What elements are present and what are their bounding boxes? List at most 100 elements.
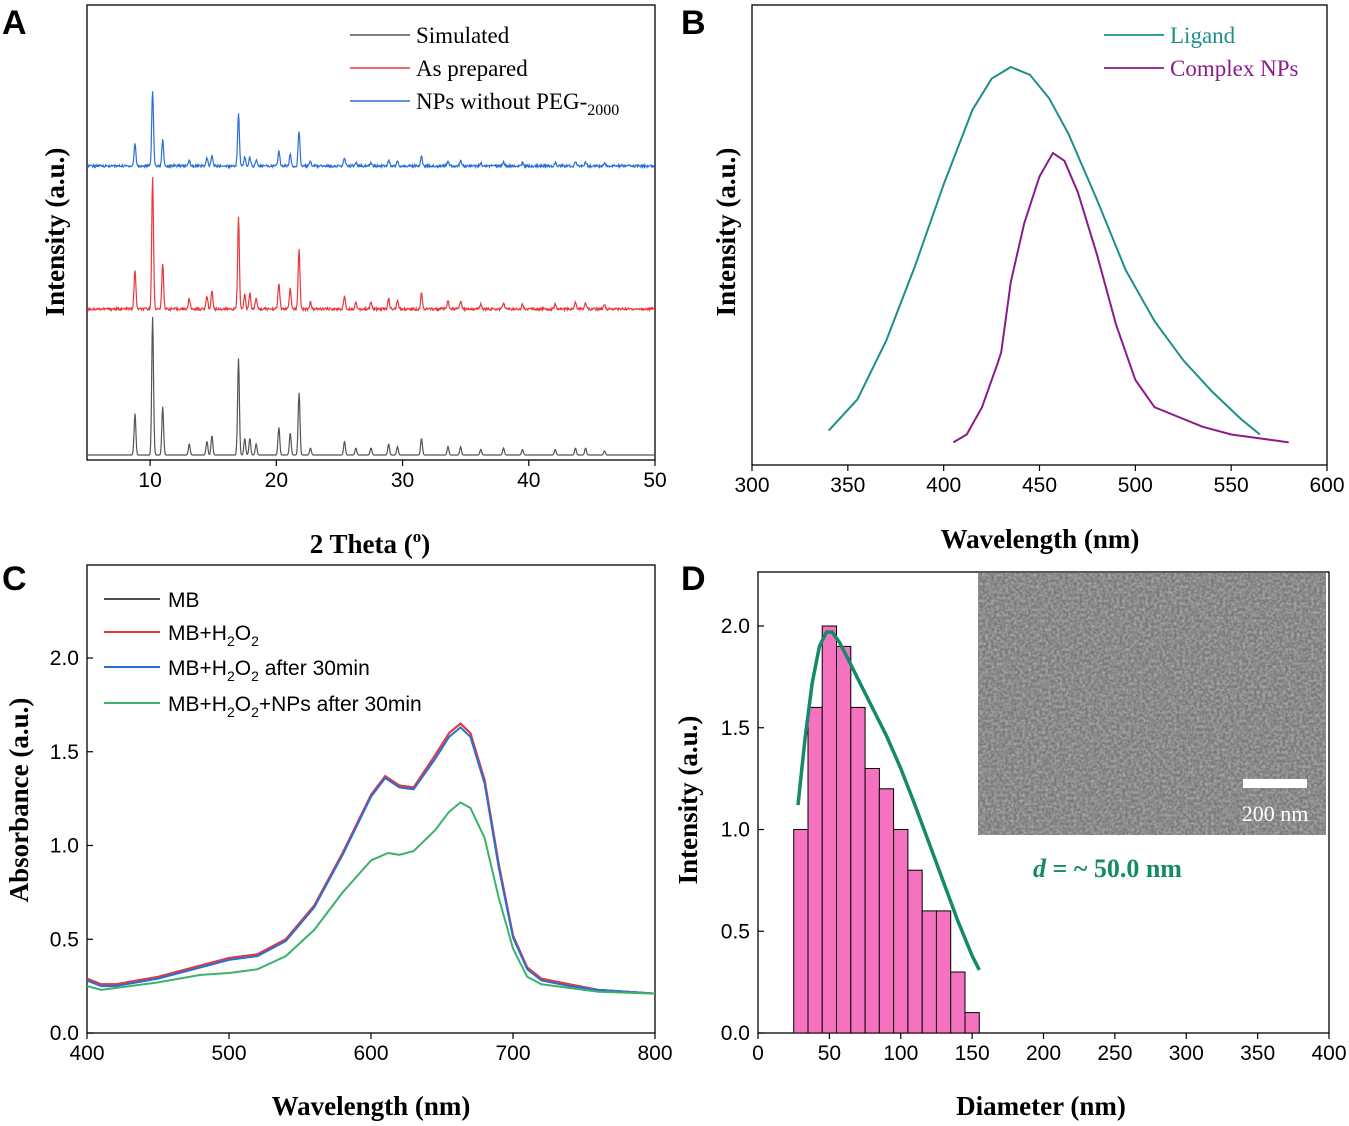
x-tick-label: 350 (830, 474, 865, 497)
y-axis-title-c: Absorbance (a.u.) (4, 698, 34, 903)
histogram-bar (935, 910, 952, 1034)
x-tick-label: 400 (926, 474, 961, 497)
x-ticks-a: 10 20 30 40 50 (138, 460, 667, 492)
y-tick-label: 0.0 (721, 1022, 750, 1045)
diameter-annotation: d = ~ 50.0 nm (1033, 854, 1182, 883)
histogram-bar (836, 645, 852, 1034)
x-tick-label: 400 (1311, 1042, 1346, 1065)
legend-simulated: Simulated (416, 23, 510, 48)
x-tick-label: 10 (138, 469, 161, 492)
legend-nps-without-peg: NPs without PEG-2000 (416, 89, 619, 119)
legend-mb-h2o2-30min: MB+H2O2 after 30min (168, 657, 370, 684)
x-tick-label: 200 (1026, 1042, 1061, 1065)
x-tick-label: 50 (818, 1042, 841, 1065)
pl-series-group (827, 65, 1289, 444)
panel-label-c: C (2, 560, 27, 598)
histogram-bar (964, 1012, 980, 1034)
histogram-bar (807, 706, 823, 1034)
x-tick-label: 30 (391, 469, 414, 492)
y-tick-label: 2.0 (50, 647, 79, 670)
xrd-series-group (87, 91, 655, 456)
x-tick-label: 350 (1240, 1042, 1275, 1065)
x-tick-label: 300 (1169, 1042, 1204, 1065)
x-axis-title-d: Diameter (nm) (956, 1091, 1126, 1121)
x-axis-title-c: Wavelength (nm) (272, 1091, 471, 1121)
y-axis-title-d: Intensity (a.u.) (673, 716, 703, 885)
legend-mb-h2o2-nps: MB+H2O2+NPs after 30min (168, 693, 422, 720)
x-tick-label: 400 (69, 1042, 104, 1065)
y-axis-title-a: Intensity (a.u.) (40, 148, 70, 317)
x-tick-label: 800 (637, 1042, 672, 1065)
scale-bar-label: 200 nm (1242, 801, 1309, 826)
panel-label-d: D (681, 560, 706, 598)
fit-curve-group (796, 630, 981, 971)
xrd-line-as-prepared (87, 177, 655, 313)
x-tick-label: 600 (353, 1042, 388, 1065)
x-tick-label: 450 (1022, 474, 1057, 497)
histogram-bar (893, 829, 909, 1034)
pl-line-complex-nps (952, 151, 1289, 444)
legend-a: Simulated As prepared NPs without PEG-20… (350, 23, 619, 119)
ticks-d: 0 50 100 150 200 250 300 350 400 0.0 0.5 1.0 1.5 2.0 (721, 615, 1347, 1065)
x-tick-label: 0 (752, 1042, 764, 1065)
legend-as-prepared: As prepared (416, 56, 528, 81)
legend-mb-h2o2: MB+H2O2 (168, 622, 259, 649)
y-tick-label: 1.5 (721, 717, 750, 740)
ticks-c: 400 500 600 700 800 0.0 0.5 1.0 1.5 2.0 (50, 647, 673, 1065)
x-tick-label: 250 (1097, 1042, 1132, 1065)
histogram-bar (950, 971, 966, 1034)
x-tick-label: 500 (211, 1042, 246, 1065)
sem-image-texture (978, 573, 1326, 835)
y-tick-label: 0.0 (50, 1022, 79, 1045)
scale-bar (1243, 779, 1307, 788)
x-tick-label: 100 (883, 1042, 918, 1065)
histogram-bar (821, 625, 838, 1034)
legend-c: MB MB+H2O2 MB+H2O2 after 30min MB+H2O2+N… (104, 589, 422, 720)
histogram-bar (864, 768, 880, 1034)
x-tick-label: 50 (643, 469, 666, 492)
x-axis-title-b: Wavelength (nm) (941, 524, 1140, 554)
histogram-bar (850, 706, 866, 1034)
histogram-bars (793, 625, 980, 1034)
gaussian-fit-curve (796, 630, 981, 971)
legend-complex-nps: Complex NPs (1170, 56, 1298, 81)
x-tick-label: 150 (955, 1042, 990, 1065)
panel-d: D 0 50 100 150 200 250 300 350 400 0.0 0.5 1.0 1.5 2.… (673, 560, 1347, 1121)
x-tick-label: 700 (495, 1042, 530, 1065)
panel-b: B 300 350 400 450 500 550 600 Ligand Complex N… (681, 4, 1345, 554)
legend-b: Ligand Complex NPs (1104, 23, 1298, 81)
x-tick-label: 40 (517, 469, 540, 492)
histogram-bar (878, 788, 895, 1034)
y-tick-label: 1.5 (50, 741, 79, 764)
panel-a: A 10 20 30 40 50 Simulated As prepared NPs w… (2, 4, 667, 559)
panel-label-a: A (2, 4, 27, 42)
legend-ligand: Ligand (1170, 23, 1236, 48)
panel-label-b: B (681, 4, 706, 42)
absorbance-series-group (87, 722, 655, 995)
x-tick-label: 20 (265, 469, 288, 492)
legend-mb: MB (168, 589, 200, 612)
y-tick-label: 0.5 (50, 928, 79, 951)
sem-inset: 200 nm (978, 573, 1326, 835)
y-tick-label: 1.0 (50, 835, 79, 858)
abs-line-mb-h2o2-nps (87, 801, 655, 995)
x-tick-label: 300 (734, 474, 769, 497)
pl-line-ligand (827, 65, 1261, 436)
x-tick-label: 500 (1118, 474, 1153, 497)
xrd-line-nps-without-peg (87, 91, 655, 170)
histogram-bar (907, 869, 923, 1034)
x-tick-label: 600 (1309, 474, 1344, 497)
x-ticks-b: 300 350 400 450 500 550 600 (734, 465, 1345, 497)
plot-frame-a (86, 4, 656, 461)
abs-line-mb-h2o2-30min (87, 726, 655, 995)
y-tick-label: 2.0 (721, 615, 750, 638)
panel-c: C 400 500 600 700 800 0.0 0.5 1.0 1.5 2.0 MB MB+H… (2, 560, 673, 1121)
y-tick-label: 0.5 (721, 920, 750, 943)
x-axis-title-a: 2 Theta (o) (310, 527, 431, 559)
xrd-line-simulated (87, 316, 655, 456)
histogram-bar (793, 829, 809, 1034)
x-tick-label: 550 (1214, 474, 1249, 497)
y-axis-title-b: Intensity (a.u.) (711, 148, 741, 317)
y-tick-label: 1.0 (721, 819, 750, 842)
